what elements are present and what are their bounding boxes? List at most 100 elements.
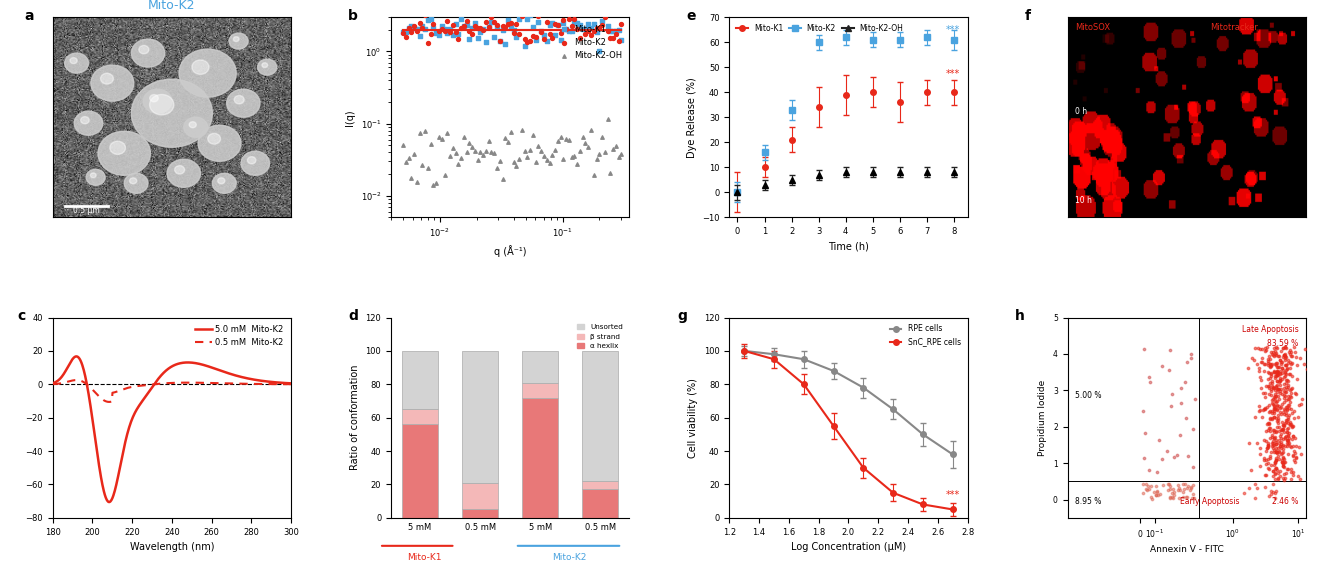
Point — [1273, 409, 1294, 418]
Mito-K2-OH — [406, 178, 427, 187]
0.5 mM  Mito-K2 — [284, 381, 299, 387]
Point — [1256, 382, 1277, 391]
Point — [1174, 378, 1195, 387]
Text: h: h — [1016, 310, 1025, 324]
Circle shape — [74, 111, 103, 135]
Mito-K2-OH — [393, 141, 414, 150]
Point — [1269, 363, 1290, 372]
Mito-K1 — [414, 24, 435, 33]
Point — [1278, 394, 1299, 403]
Point — [1275, 403, 1297, 412]
Point — [1269, 442, 1290, 451]
Point — [1277, 427, 1298, 436]
Mito-K2 — [447, 34, 468, 43]
Point — [1246, 359, 1268, 368]
Point — [1269, 380, 1290, 389]
Point — [1275, 408, 1297, 417]
Point — [1265, 453, 1286, 463]
Mito-K1 — [611, 35, 632, 44]
Mito-K2 — [467, 23, 488, 32]
Point — [1184, 395, 1206, 404]
Point — [1265, 464, 1286, 473]
Point — [1264, 409, 1285, 418]
Point — [1285, 348, 1306, 357]
Circle shape — [207, 133, 220, 144]
Mito-K1 — [393, 27, 414, 36]
Mito-K1 — [598, 22, 619, 31]
Mito-K2 — [539, 29, 561, 38]
Point — [1262, 438, 1283, 447]
Circle shape — [91, 65, 133, 101]
Point — [1275, 468, 1297, 477]
Point — [1264, 401, 1285, 410]
Point — [1273, 440, 1294, 450]
Point — [1285, 390, 1306, 399]
Bar — [522, 398, 558, 518]
Mito-K2 — [464, 21, 485, 30]
Point — [1175, 492, 1196, 501]
Point — [1173, 484, 1194, 493]
Point — [1273, 397, 1294, 406]
Point — [1281, 419, 1302, 428]
Circle shape — [65, 53, 88, 73]
Point — [1270, 438, 1291, 447]
Mito-K2-OH — [567, 159, 588, 168]
Text: f: f — [1025, 9, 1030, 23]
Mito-K1 — [512, 8, 533, 17]
Point — [1249, 372, 1270, 381]
Circle shape — [218, 178, 224, 184]
Mito-K1 — [492, 26, 513, 35]
Point — [1268, 385, 1289, 394]
Point — [1264, 412, 1285, 421]
Point — [1241, 353, 1262, 362]
Point — [1260, 360, 1281, 369]
Point — [1286, 375, 1307, 384]
Point — [1266, 387, 1287, 396]
Point — [1265, 351, 1286, 360]
Point — [1257, 357, 1278, 366]
Mito-K2-OH — [522, 131, 543, 140]
Text: 0 h: 0 h — [1075, 107, 1087, 116]
Point — [1266, 384, 1287, 393]
Point — [1254, 436, 1275, 445]
Point — [1262, 384, 1283, 393]
Point — [1262, 399, 1283, 409]
Point — [1264, 393, 1285, 402]
Mito-K2-OH — [542, 151, 563, 160]
Point — [1257, 444, 1278, 453]
Point — [1158, 480, 1179, 489]
Point — [1282, 452, 1303, 461]
Point — [1269, 403, 1290, 413]
Mito-K1 — [580, 23, 601, 32]
Point — [1274, 343, 1295, 352]
Mito-K1 — [561, 26, 582, 35]
Mito-K2-OH — [500, 127, 521, 137]
Point — [1279, 386, 1301, 395]
Mito-K2-OH — [404, 149, 425, 158]
Point — [1270, 426, 1291, 435]
Mito-K2-OH — [431, 135, 452, 144]
Point — [1272, 390, 1293, 399]
5.0 mM  Mito-K2 — [174, 360, 190, 366]
Point — [1273, 390, 1294, 399]
Point — [1282, 470, 1303, 479]
Mito-K2 — [426, 8, 447, 17]
Point — [1266, 456, 1287, 465]
Point — [1269, 435, 1290, 444]
Point — [1136, 484, 1157, 493]
Point — [1275, 343, 1297, 352]
Point — [1261, 349, 1282, 358]
Point — [1266, 363, 1287, 372]
Mito-K1 — [401, 22, 422, 31]
Point — [1262, 467, 1283, 476]
Point — [1270, 440, 1291, 449]
Point — [1290, 450, 1311, 459]
Point — [1178, 451, 1199, 460]
Mito-K2 — [393, 29, 414, 38]
Mito-K2-OH — [537, 156, 558, 165]
Point — [1258, 354, 1279, 363]
Point — [1268, 419, 1289, 428]
Circle shape — [132, 39, 165, 67]
Point — [1277, 442, 1298, 451]
Point — [1272, 364, 1293, 373]
